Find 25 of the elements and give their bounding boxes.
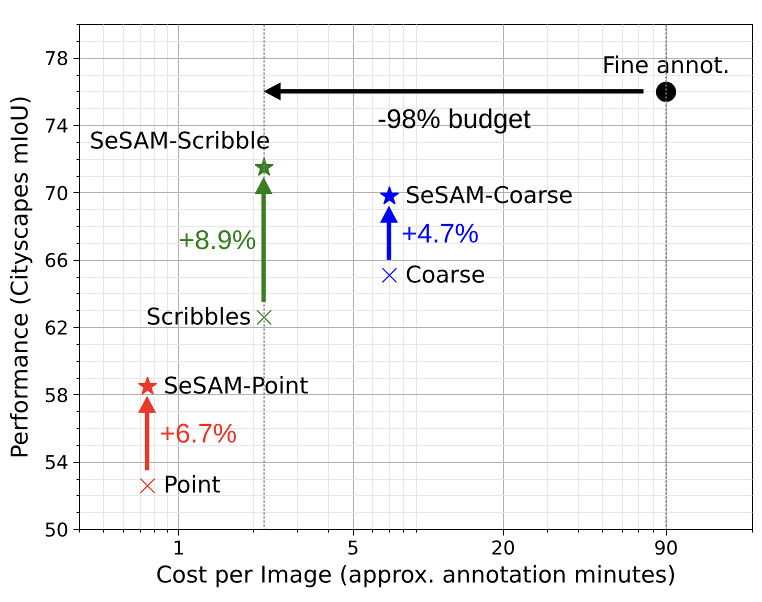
series-label: SeSAM-Scribble (90, 128, 270, 155)
series-label: Fine annot. (602, 52, 730, 79)
series-label: SeSAM-Point (164, 373, 308, 400)
y-tick-label: 74 (44, 116, 69, 138)
x-axis-title: Cost per Image (approx. annotation minutes) (156, 562, 676, 588)
x-tick-label: 90 (654, 538, 678, 560)
series-label: Point (164, 472, 221, 499)
legend-label: Coarse (405, 262, 486, 288)
y-tick-label: 70 (44, 182, 69, 205)
series-label: Scribbles (146, 304, 252, 330)
annotation: +4.7% (401, 218, 479, 248)
annotation: +8.9% (178, 224, 256, 255)
y-axis-title: Performance (Cityscapes mIoU) (7, 96, 34, 458)
y-tick-label: 50 (44, 520, 69, 542)
y-tick-label: 66 (44, 250, 69, 272)
annotation: -98% budget (378, 104, 532, 134)
x-tick-label: 5 (346, 538, 360, 560)
y-tick-label: 62 (44, 318, 69, 340)
x-tick-label: 1 (172, 538, 185, 560)
annotation: +6.7% (160, 418, 237, 449)
x-tick-label: 20 (491, 538, 516, 560)
series-label: SeSAM-Coarse (405, 183, 573, 210)
y-tick-label: 54 (44, 452, 69, 474)
y-tick-label: 78 (44, 48, 69, 70)
y-tick-label: 58 (44, 384, 69, 407)
